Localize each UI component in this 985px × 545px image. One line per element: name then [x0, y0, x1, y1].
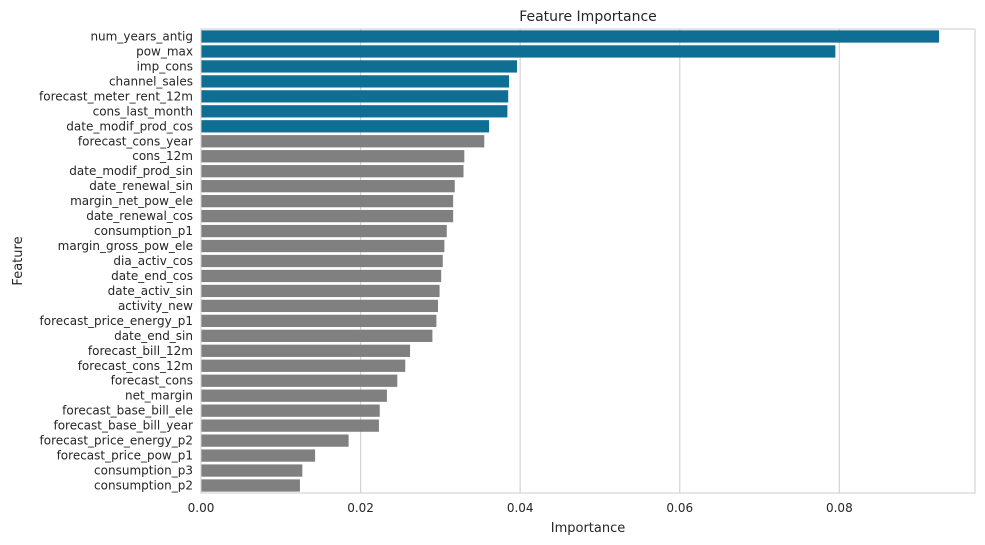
- y-tick-label: forecast_price_pow_p1: [57, 449, 193, 463]
- bars-layer: [201, 30, 940, 492]
- y-tick-label: cons_last_month: [93, 104, 193, 118]
- bar-num_years_antig: [201, 30, 940, 43]
- y-tick-label: forecast_price_energy_p2: [40, 434, 193, 448]
- y-tick-label: forecast_bill_12m: [88, 344, 193, 358]
- y-tick-label: date_modif_prod_sin: [69, 164, 193, 178]
- y-tick-label: margin_net_pow_ele: [70, 194, 193, 208]
- y-axis-title: Feature: [11, 236, 26, 285]
- x-tick-label: 0.06: [666, 501, 693, 515]
- x-tick-label: 0.00: [188, 501, 215, 515]
- bar-date_renewal_cos: [201, 209, 454, 223]
- y-tick-label: pow_max: [136, 44, 193, 58]
- y-tick-label: forecast_meter_rent_12m: [39, 89, 193, 103]
- y-tick-label: date_renewal_sin: [89, 179, 193, 193]
- y-tick-label: forecast_base_bill_year: [53, 419, 193, 433]
- y-tick-label: imp_cons: [137, 59, 193, 73]
- bar-forecast_meter_rent_12m: [201, 90, 509, 103]
- bar-date_activ_sin: [201, 284, 440, 298]
- y-tick-label: date_renewal_cos: [86, 209, 193, 223]
- bar-date_modif_prod_cos: [201, 120, 490, 133]
- y-tick-label: forecast_cons_12m: [78, 359, 193, 373]
- y-tick-label: date_end_cos: [111, 269, 193, 283]
- bar-forecast_cons_12m: [201, 359, 406, 372]
- y-tick-label: consumption_p1: [94, 224, 193, 238]
- bar-forecast_price_energy_p1: [201, 314, 437, 328]
- y-tick-label: consumption_p2: [94, 479, 193, 493]
- x-tick-label: 0.04: [507, 501, 534, 515]
- bar-consumption_p2: [201, 479, 300, 492]
- bar-forecast_base_bill_ele: [201, 404, 380, 417]
- bar-consumption_p3: [201, 464, 303, 477]
- bar-forecast_cons: [201, 374, 398, 387]
- y-tick-label: date_modif_prod_cos: [66, 119, 193, 133]
- bar-date_renewal_sin: [201, 180, 455, 193]
- x-axis-title: Importance: [551, 521, 626, 536]
- y-tick-label: forecast_base_bill_ele: [62, 404, 193, 418]
- bar-date_end_cos: [201, 269, 442, 283]
- y-tick-label: margin_gross_pow_ele: [58, 239, 193, 253]
- plot-frame: [200, 28, 976, 494]
- bar-consumption_p1: [201, 224, 447, 238]
- y-tick-label: forecast_cons: [111, 374, 193, 388]
- bar-channel_sales: [201, 75, 510, 88]
- bar-margin_gross_pow_ele: [201, 239, 445, 253]
- y-tick-label: dia_activ_cos: [113, 254, 193, 268]
- bar-forecast_price_energy_p2: [201, 434, 349, 447]
- y-tick-labels: num_years_antigpow_maximp_conschannel_sa…: [39, 29, 193, 492]
- bar-cons_12m: [201, 150, 465, 163]
- x-tick-label: 0.08: [826, 501, 853, 515]
- y-tick-label: activity_new: [118, 299, 193, 313]
- bar-net_margin: [201, 389, 387, 402]
- bar-cons_last_month: [201, 105, 508, 118]
- x-tick-label: 0.02: [347, 501, 374, 515]
- bar-date_modif_prod_sin: [201, 165, 464, 178]
- bar-forecast_cons_year: [201, 135, 485, 148]
- x-tick-labels: 0.00 0.02 0.04 0.06 0.08: [188, 501, 853, 515]
- bar-dia_activ_cos: [201, 254, 443, 268]
- bar-forecast_base_bill_year: [201, 419, 379, 432]
- y-tick-label: num_years_antig: [90, 29, 193, 43]
- y-tick-label: consumption_p3: [94, 464, 193, 478]
- y-tick-label: cons_12m: [132, 149, 193, 163]
- bar-date_end_sin: [201, 329, 433, 342]
- y-tick-label: date_end_sin: [114, 329, 193, 343]
- y-tick-label: channel_sales: [109, 74, 193, 88]
- bar-imp_cons: [201, 60, 517, 73]
- chart-title: Feature Importance: [519, 9, 657, 25]
- bar-pow_max: [201, 45, 836, 58]
- y-tick-label: forecast_cons_year: [78, 134, 193, 148]
- y-tick-label: date_activ_sin: [108, 284, 193, 298]
- bar-forecast_bill_12m: [201, 344, 411, 357]
- bar-forecast_price_pow_p1: [201, 449, 316, 462]
- bar-margin_net_pow_ele: [201, 194, 454, 208]
- y-tick-label: net_margin: [125, 389, 193, 403]
- bar-activity_new: [201, 299, 438, 313]
- y-tick-label: forecast_price_energy_p1: [40, 314, 193, 328]
